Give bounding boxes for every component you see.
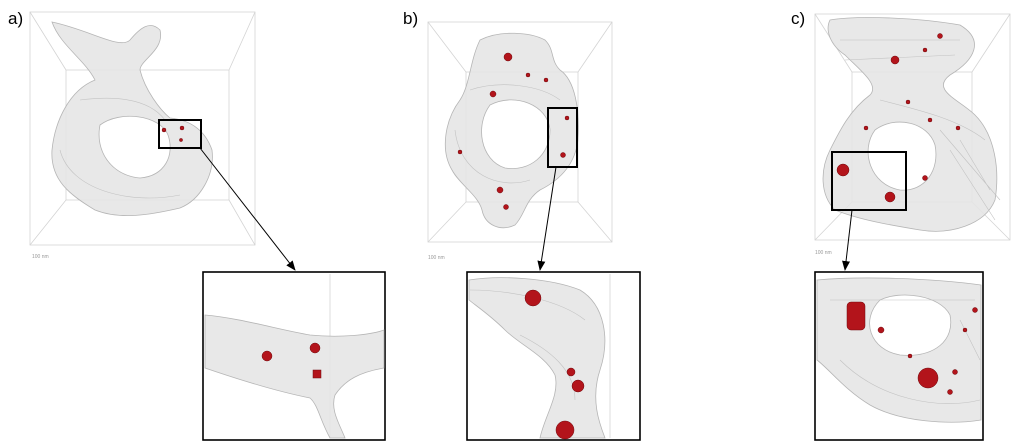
particle: [567, 368, 575, 376]
particle: [956, 126, 960, 130]
particle: [262, 351, 272, 361]
particle: [572, 380, 584, 392]
particle: [504, 53, 512, 61]
particle: [565, 116, 569, 120]
particle: [928, 118, 932, 122]
scale-label: 100 nm: [428, 255, 445, 261]
particle: [313, 370, 321, 378]
structure: [823, 18, 997, 232]
particle: [526, 73, 530, 77]
particle: [847, 302, 865, 330]
particle: [497, 187, 503, 193]
particle: [938, 34, 943, 39]
particle: [923, 48, 927, 52]
particle: [180, 126, 184, 130]
particle: [504, 205, 509, 210]
particle: [310, 343, 320, 353]
particle: [162, 128, 166, 132]
particle: [923, 176, 928, 181]
panel-b: b) 100 nm: [403, 9, 640, 440]
particle: [891, 56, 899, 64]
particle: [878, 327, 884, 333]
structure: [445, 33, 578, 227]
particle: [963, 328, 967, 332]
particle: [906, 100, 910, 104]
panel-label: c): [791, 9, 805, 28]
scale-label: 100 nm: [815, 250, 832, 256]
particle: [918, 368, 938, 388]
particle: [556, 421, 574, 439]
panel-label: a): [8, 9, 23, 28]
particle: [837, 164, 849, 176]
particle: [544, 78, 548, 82]
particle: [885, 192, 895, 202]
structure: [52, 22, 213, 216]
panel-c: c) 100 nm: [791, 9, 1010, 440]
scale-label: 100 nm: [32, 254, 49, 260]
arrow: [200, 148, 295, 270]
particle: [953, 370, 958, 375]
particle: [864, 126, 868, 130]
particle: [561, 153, 566, 158]
panel-a: a) 100 nm: [8, 9, 385, 440]
particle: [973, 308, 978, 313]
particle: [179, 138, 182, 141]
particle: [908, 354, 912, 358]
panel-label: b): [403, 9, 418, 28]
particle: [490, 91, 496, 97]
particle: [948, 390, 953, 395]
particle: [525, 290, 541, 306]
figure: a) 100 nm b) 100 nm: [0, 0, 1018, 446]
particle: [458, 150, 462, 154]
